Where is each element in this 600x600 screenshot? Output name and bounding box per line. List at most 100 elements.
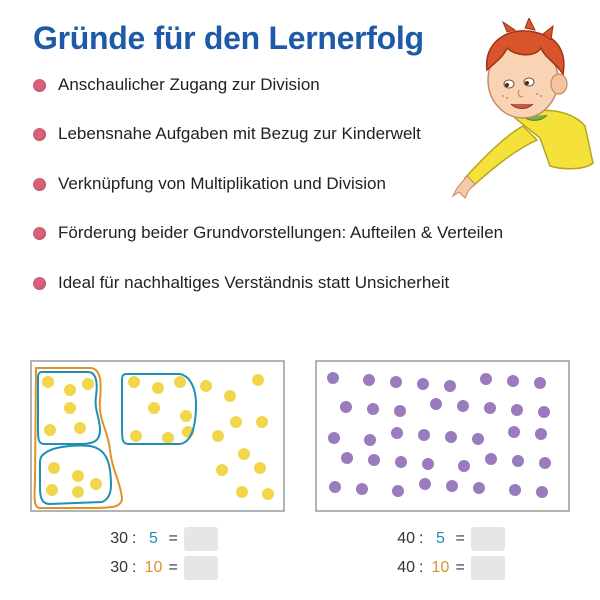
counter-dot bbox=[72, 470, 84, 482]
counter-dot bbox=[485, 453, 497, 465]
equation-row: 40 : 5 = bbox=[387, 527, 505, 551]
counter-dot bbox=[327, 372, 339, 384]
counter-dot bbox=[262, 488, 274, 500]
bullet-dot-icon bbox=[33, 78, 46, 92]
counter-dot bbox=[534, 377, 546, 389]
counter-dot bbox=[539, 457, 551, 469]
operator: : bbox=[132, 559, 137, 576]
bullet-text: Förderung beider Grundvorstellungen: Auf… bbox=[58, 223, 504, 242]
equation-row: 40 : 10 = bbox=[387, 556, 505, 580]
bullet-item: Ideal für nachhaltiges Verständnis statt… bbox=[33, 268, 449, 298]
counter-dot bbox=[419, 478, 431, 490]
counter-dot bbox=[128, 376, 140, 388]
counter-dot bbox=[446, 480, 458, 492]
counter-dot bbox=[444, 380, 456, 392]
divisor: 10 bbox=[144, 559, 163, 576]
counter-dot bbox=[64, 402, 76, 414]
counter-dot bbox=[458, 460, 470, 472]
bullet-item: Förderung beider Grundvorstellungen: Auf… bbox=[33, 218, 503, 248]
dividend: 40 bbox=[397, 530, 415, 547]
counter-dot bbox=[507, 375, 519, 387]
counter-dot bbox=[224, 390, 236, 402]
counter-dot bbox=[174, 376, 186, 388]
bullet-item: Verknüpfung von Multiplikation und Divis… bbox=[33, 169, 386, 199]
dividend: 30 bbox=[110, 530, 128, 547]
counter-dot bbox=[538, 406, 550, 418]
bullet-text: Lebensnahe Aufgaben mit Bezug zur Kinder… bbox=[58, 124, 421, 143]
counter-dot bbox=[395, 456, 407, 468]
counter-dot bbox=[511, 404, 523, 416]
bullet-text: Verknüpfung von Multiplikation und Divis… bbox=[58, 174, 386, 193]
right-dot-panel bbox=[315, 360, 570, 512]
counter-dot bbox=[42, 376, 54, 388]
counter-dot bbox=[72, 486, 84, 498]
counter-dot bbox=[212, 430, 224, 442]
counter-dot bbox=[48, 462, 60, 474]
operator: : bbox=[132, 530, 137, 547]
counter-dot bbox=[46, 484, 58, 496]
counter-dot bbox=[44, 424, 56, 436]
orange-group-outline bbox=[33, 367, 124, 509]
divisor: 10 bbox=[431, 559, 450, 576]
bullet-text: Anschaulicher Zugang zur Division bbox=[58, 75, 320, 94]
answer-box[interactable] bbox=[183, 556, 218, 580]
counter-dot bbox=[363, 374, 375, 386]
counter-dot bbox=[180, 410, 192, 422]
counter-dot bbox=[230, 416, 242, 428]
bullet-dot-icon bbox=[33, 226, 46, 240]
counter-dot bbox=[390, 376, 402, 388]
counter-dot bbox=[391, 427, 403, 439]
counter-dot bbox=[480, 373, 492, 385]
bullet-dot-icon bbox=[33, 177, 46, 191]
bullet-dot-icon bbox=[33, 127, 46, 141]
bullet-item: Lebensnahe Aufgaben mit Bezug zur Kinder… bbox=[33, 119, 421, 149]
right-dot-field bbox=[315, 360, 570, 512]
answer-box[interactable] bbox=[470, 527, 505, 551]
left-dot-field bbox=[30, 360, 285, 512]
counter-dot bbox=[394, 405, 406, 417]
counter-dot bbox=[252, 374, 264, 386]
counter-dot bbox=[508, 426, 520, 438]
equation-row: 30 : 10 = bbox=[100, 556, 218, 580]
operator: : bbox=[419, 559, 424, 576]
dividend: 40 bbox=[397, 559, 415, 576]
counter-dot bbox=[368, 454, 380, 466]
counter-dot bbox=[329, 481, 341, 493]
counter-dot bbox=[130, 430, 142, 442]
counter-dot bbox=[254, 462, 266, 474]
counter-dot bbox=[430, 398, 442, 410]
counter-dot bbox=[457, 400, 469, 412]
counter-dot bbox=[392, 485, 404, 497]
dividend: 30 bbox=[110, 559, 128, 576]
counter-dot bbox=[535, 428, 547, 440]
counter-dot bbox=[509, 484, 521, 496]
equals-sign: = bbox=[168, 559, 178, 576]
counter-dot bbox=[473, 482, 485, 494]
counter-dot bbox=[512, 455, 524, 467]
boy-pointing-illustration bbox=[445, 16, 595, 203]
blue-group-outline bbox=[121, 373, 198, 445]
counter-dot bbox=[418, 429, 430, 441]
counter-dot bbox=[216, 464, 228, 476]
bullet-text: Ideal für nachhaltiges Verständnis statt… bbox=[58, 273, 450, 292]
counter-dot bbox=[341, 452, 353, 464]
answer-box[interactable] bbox=[183, 527, 218, 551]
divisor: 5 bbox=[149, 530, 158, 547]
answer-box[interactable] bbox=[470, 556, 505, 580]
counter-dot bbox=[328, 432, 340, 444]
counter-dot bbox=[484, 402, 496, 414]
right-panel-frame bbox=[315, 360, 570, 512]
counter-dot bbox=[74, 422, 86, 434]
counter-dot bbox=[417, 378, 429, 390]
counter-dot bbox=[148, 402, 160, 414]
page-title: Gründe für den Lernerfolg bbox=[33, 20, 424, 56]
equals-sign: = bbox=[168, 530, 178, 547]
counter-dot bbox=[367, 403, 379, 415]
equals-sign: = bbox=[455, 530, 465, 547]
counter-dot bbox=[236, 486, 248, 498]
divisor: 5 bbox=[436, 530, 445, 547]
counter-dot bbox=[162, 432, 174, 444]
counter-dot bbox=[445, 431, 457, 443]
counter-dot bbox=[472, 433, 484, 445]
left-dot-panel bbox=[30, 360, 285, 512]
